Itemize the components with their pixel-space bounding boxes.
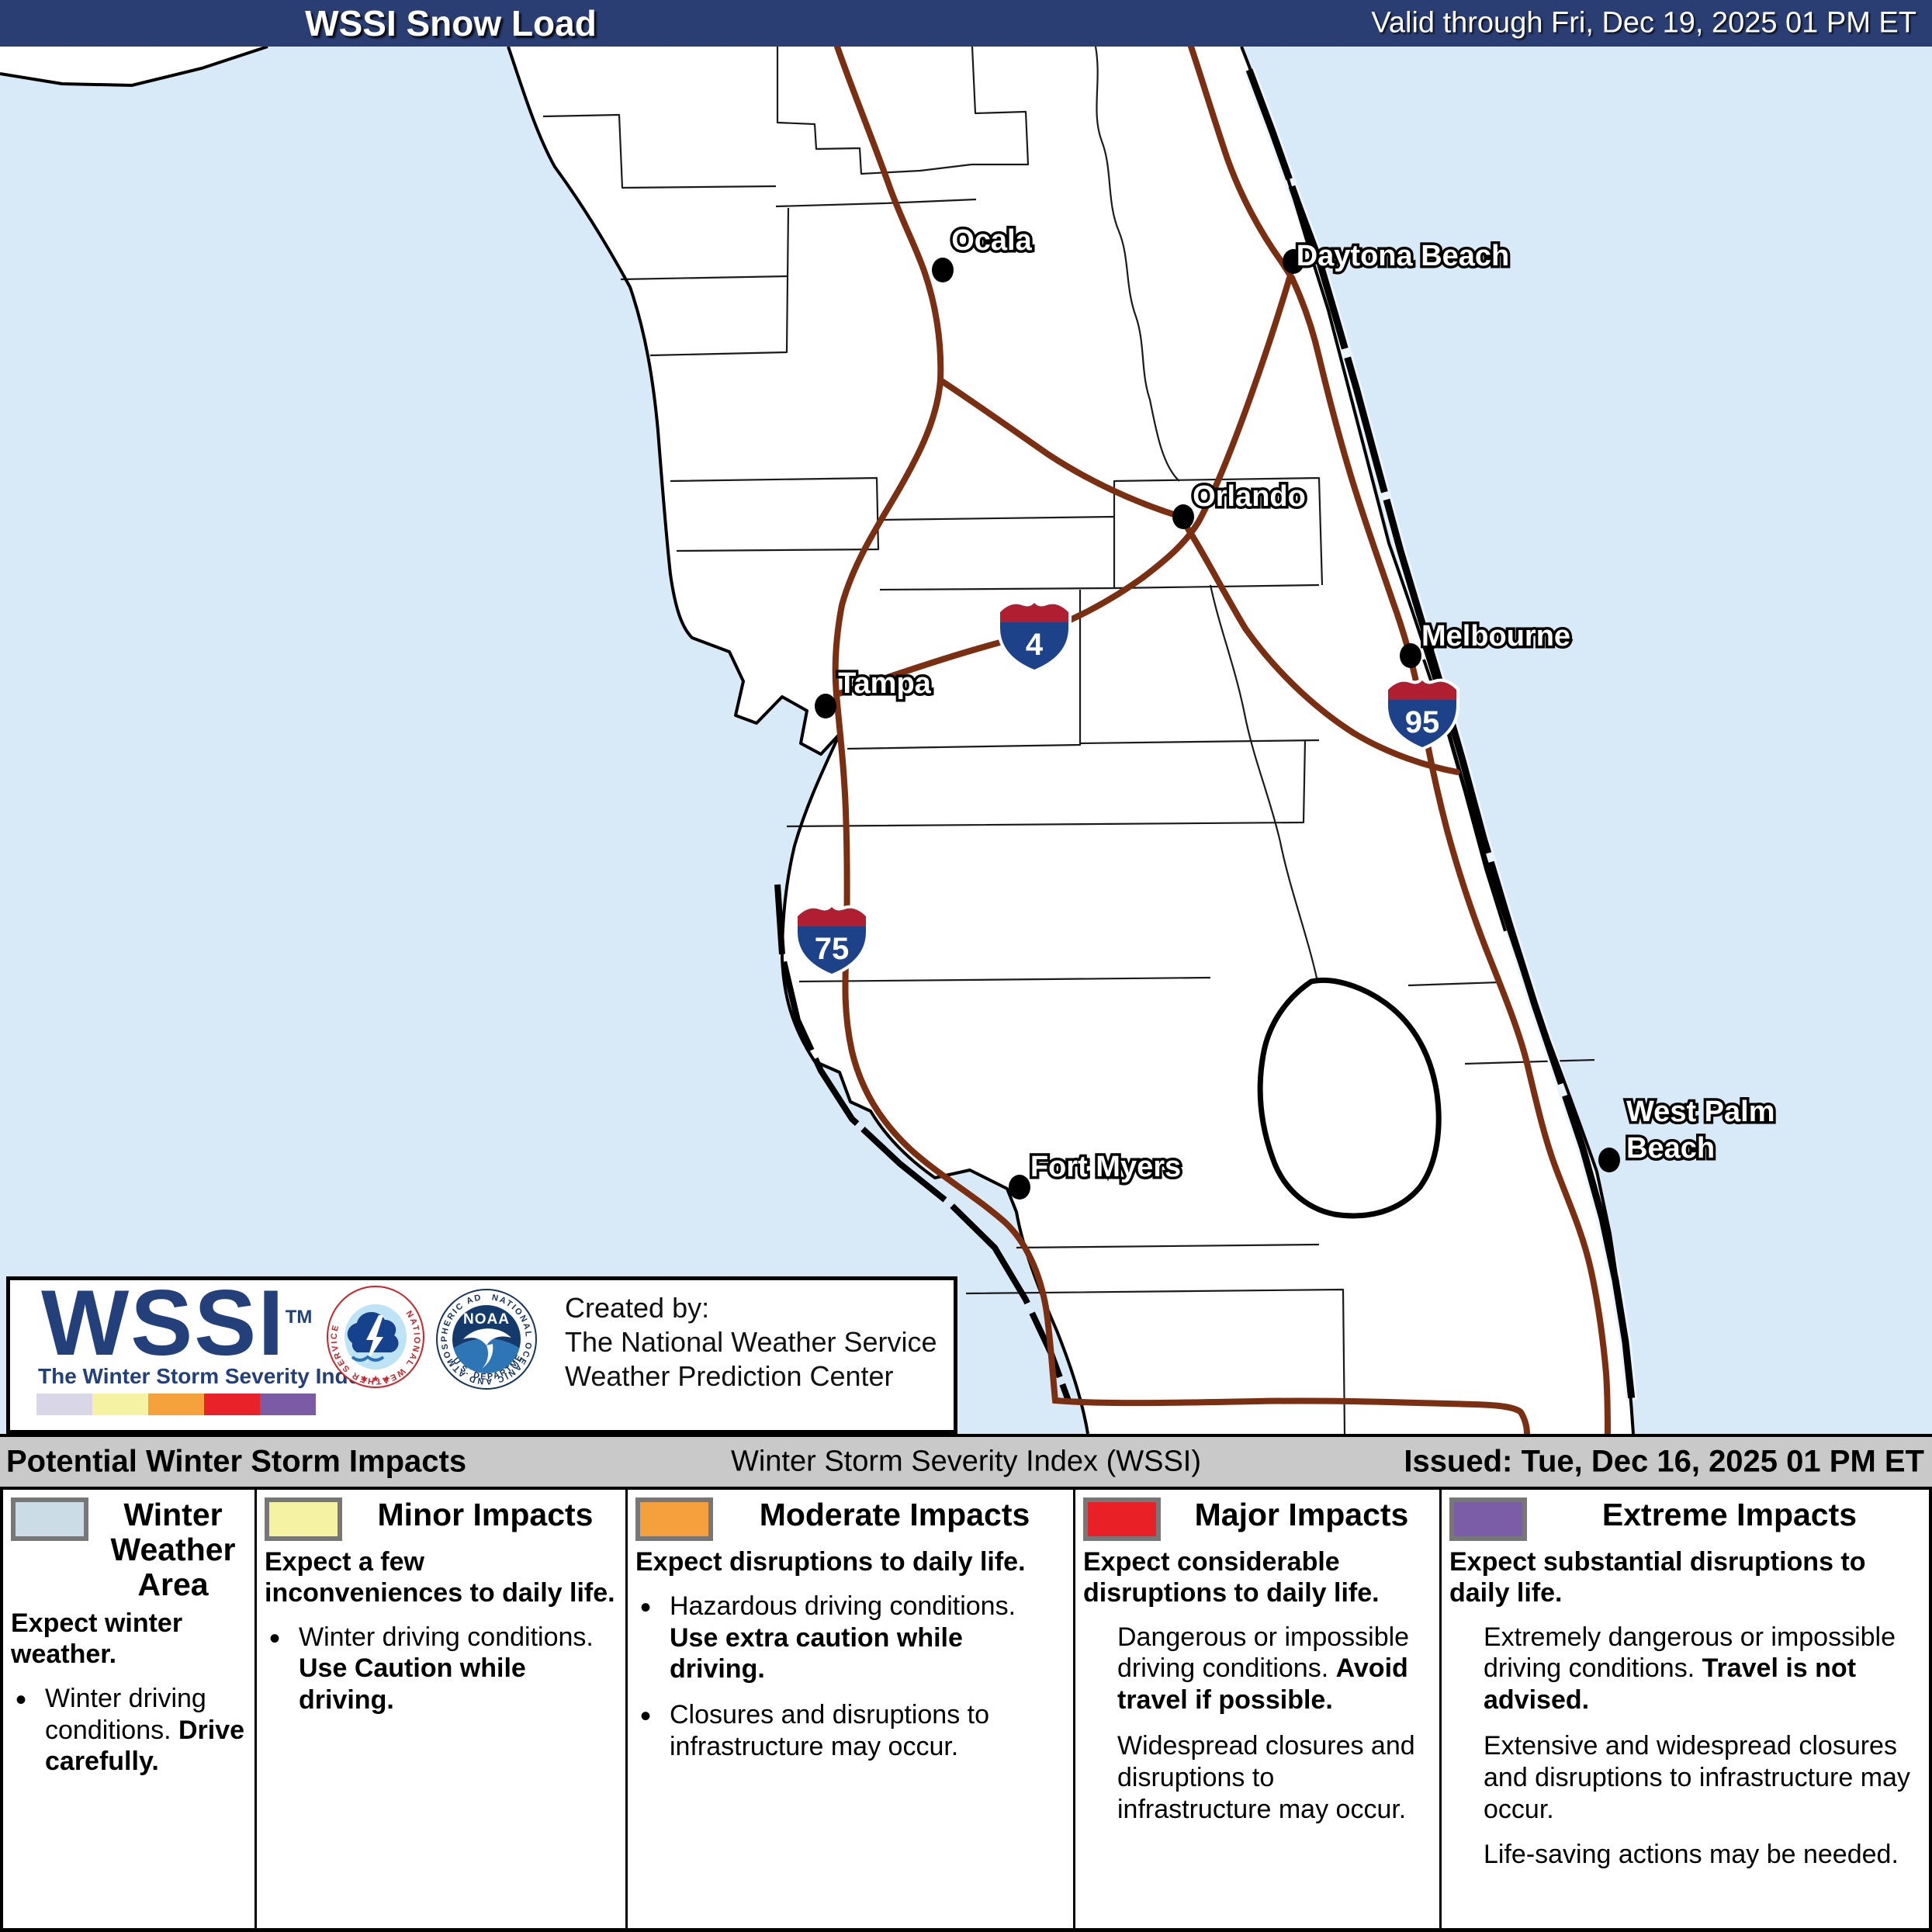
city-label-tampa: Tampa xyxy=(838,667,932,700)
city-dots xyxy=(815,249,1620,1200)
legend-swatch-extreme xyxy=(1449,1497,1527,1541)
legend-title-minor: Minor Impacts xyxy=(377,1497,594,1532)
city-dot-fortmyers xyxy=(1009,1175,1030,1200)
interstate-shield-4: 4 xyxy=(997,597,1072,673)
colorbar-chip-minor xyxy=(92,1394,148,1415)
coastline-east xyxy=(1240,47,1635,1434)
shield-number-75: 75 xyxy=(815,932,850,966)
city-label-westpalm-line1: West Palm xyxy=(1626,1096,1774,1128)
legend-intro-extreme: Expect substantial disruptions to daily … xyxy=(1449,1547,1866,1608)
road-turnpike-north xyxy=(937,377,1184,520)
wssi-attribution-box: WSSITM The Winter Storm Severity Index N… xyxy=(6,1271,957,1434)
legend-item: Extensive and widespread closures and di… xyxy=(1484,1730,1910,1824)
city-dot-melbourne xyxy=(1400,643,1421,668)
colorbar-chip-winter xyxy=(36,1394,92,1415)
legend-col-extreme: Extreme Impacts Expect substantial disru… xyxy=(1439,1490,1929,1928)
valid-through-text: Valid through Fri, Dec 19, 2025 01 PM ET xyxy=(1371,6,1916,40)
shield-number-95: 95 xyxy=(1405,705,1440,739)
legend-item: Winter driving conditions. Use Caution w… xyxy=(265,1620,618,1716)
interstate-shield-75: 75 xyxy=(795,902,869,978)
lake-okeechobee xyxy=(1257,977,1442,1219)
city-dot-westpalm xyxy=(1598,1148,1620,1172)
legend-title-extreme: Extreme Impacts xyxy=(1601,1497,1858,1532)
wssi-severity-colorbar xyxy=(36,1394,316,1415)
impacts-heading: Potential Winter Storm Impacts xyxy=(6,1444,467,1479)
wssi-wordmark: WSSITM xyxy=(41,1271,313,1375)
city-label-fortmyers: Fort Myers xyxy=(1030,1151,1181,1183)
page-title: WSSI Snow Load xyxy=(305,3,597,43)
coastline-west xyxy=(507,47,1089,1434)
road-turnpike-south xyxy=(1180,518,1460,775)
legend-item: Winter driving conditions. Drive careful… xyxy=(11,1681,247,1778)
legend-title-winter: Winter Weather Area xyxy=(110,1497,236,1603)
city-dot-ocala xyxy=(932,258,954,282)
coastline-bigbend xyxy=(0,47,268,88)
land-bigbend xyxy=(0,47,268,85)
trademark-symbol: TM xyxy=(285,1307,313,1328)
city-label-daytona: Daytona Beach xyxy=(1297,240,1510,272)
impact-legend: Winter Weather Area Expect winter weathe… xyxy=(0,1490,1932,1932)
nws-stars: ★ ★ ★ xyxy=(361,1373,391,1384)
city-label-melbourne: Melbourne xyxy=(1421,620,1570,653)
county-boundaries xyxy=(542,47,1595,1434)
noaa-wordmark: NOAA xyxy=(463,1311,510,1328)
legend-swatch-moderate xyxy=(635,1497,713,1541)
city-dot-daytona xyxy=(1283,249,1304,274)
city-label-westpalm-line2: Beach xyxy=(1626,1132,1715,1165)
colorbar-chip-moderate xyxy=(148,1394,204,1415)
wssi-tagline: The Winter Storm Severity Index xyxy=(38,1364,372,1388)
created-by-block: Created by: The National Weather Service… xyxy=(565,1291,937,1394)
legend-item: Widespread closures and disruptions to i… xyxy=(1117,1730,1415,1824)
legend-col-minor: Minor Impacts Expect a few inconvenience… xyxy=(254,1490,625,1928)
created-by-line1: Created by: xyxy=(565,1292,710,1324)
created-by-line2: The National Weather Service xyxy=(565,1326,937,1358)
road-i4 xyxy=(833,275,1293,698)
interstate-shield-95: 95 xyxy=(1385,675,1459,751)
legend-intro-minor: Expect a few inconveniences to daily lif… xyxy=(265,1547,615,1608)
legend-col-winter-weather: Winter Weather Area Expect winter weathe… xyxy=(3,1490,254,1928)
city-label-ocala: Ocala xyxy=(951,224,1032,257)
legend-item: Dangerous or impossible driving conditio… xyxy=(1117,1622,1410,1716)
legend-title-moderate: Moderate Impacts xyxy=(759,1497,1030,1532)
legend-item: Life-saving actions may be needed. xyxy=(1484,1840,1899,1870)
legend-item: Hazardous driving conditions. Use extra … xyxy=(635,1589,1065,1685)
map-canvas: 4 95 75 Ocala Daytona Beach Orlando Tamp… xyxy=(0,47,1932,1434)
road-i75 xyxy=(832,47,1530,1434)
legend-col-major: Major Impacts Expect considerable disrup… xyxy=(1073,1490,1439,1928)
created-by-line3: Weather Prediction Center xyxy=(565,1360,894,1392)
legend-swatch-minor xyxy=(265,1497,342,1541)
wssi-index-label: Winter Storm Severity Index (WSSI) xyxy=(730,1445,1202,1478)
legend-intro-moderate: Expect disruptions to daily life. xyxy=(635,1547,1026,1577)
colorbar-chip-major xyxy=(204,1394,260,1415)
legend-col-moderate: Moderate Impacts Expect disruptions to d… xyxy=(625,1490,1073,1928)
legend-title-major: Major Impacts xyxy=(1194,1497,1409,1532)
legend-item: Closures and disruptions to infrastructu… xyxy=(635,1698,1065,1763)
city-dot-orlando xyxy=(1172,504,1194,529)
colorbar-chip-extreme xyxy=(260,1394,316,1415)
legend-intro-major: Expect considerable disruptions to daily… xyxy=(1083,1547,1380,1608)
legend-intro-winter: Expect winter weather. xyxy=(11,1608,183,1670)
nws-logo-icon: NATIONAL WEATHER SERVICE ★ ★ ★ xyxy=(327,1286,424,1388)
florida-map: 4 95 75 Ocala Daytona Beach Orlando Tamp… xyxy=(0,47,1932,1434)
city-dot-tampa xyxy=(815,694,836,718)
legend-swatch-winter xyxy=(11,1497,88,1541)
issue-bar: Potential Winter Storm Impacts Winter St… xyxy=(0,1434,1932,1490)
issued-timestamp: Issued: Tue, Dec 16, 2025 01 PM ET xyxy=(1404,1444,1924,1479)
shield-number-4: 4 xyxy=(1026,628,1044,662)
city-label-orlando: Orlando xyxy=(1193,480,1306,513)
noaa-logo-icon: NOAA NATIONAL OCEANIC AND ATMOSPHERIC AD… xyxy=(436,1289,537,1390)
legend-swatch-major xyxy=(1083,1497,1161,1541)
title-bar: WSSI Snow Load Valid through Fri, Dec 19… xyxy=(0,0,1932,47)
legend-item: Extremely dangerous or impossible drivin… xyxy=(1484,1622,1896,1716)
